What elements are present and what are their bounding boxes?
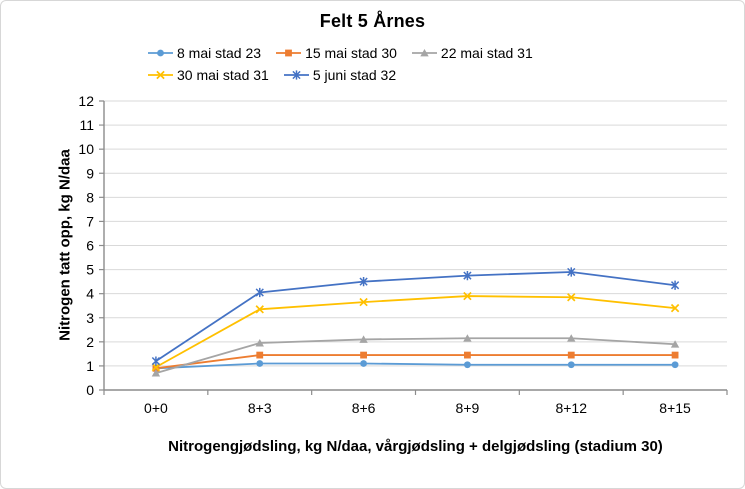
x-axis: 0+0 8+3 8+6 8+9 8+12 8+15: [103, 390, 728, 416]
y-tick-label: 9: [86, 165, 94, 181]
legend-label: 30 mai stad 31: [177, 67, 269, 83]
y-tick-label: 2: [86, 334, 94, 350]
circle-marker-icon: [148, 49, 173, 57]
legend-label: 5 juni stad 32: [312, 67, 397, 83]
x-tick-label: 0+0: [144, 400, 168, 416]
y-tick-label: 6: [86, 238, 94, 254]
legend-item-5-juni-stad-32: 5 juni stad 32: [283, 67, 396, 83]
series-22-mai-stad-31: [151, 334, 680, 377]
series-15-mai-stad-30: [152, 351, 679, 372]
y-tick-label: 8: [86, 189, 94, 205]
legend-label: 8 mai stad 23: [177, 45, 262, 61]
legend-item-30-mai-stad-31: 30 mai stad 31: [147, 67, 269, 83]
series-30-mai-stad-31: [151, 291, 680, 372]
series-8-mai-stad-23: [152, 360, 679, 372]
x-tick-label: 8+12: [555, 400, 587, 416]
y-tick-label: 0: [86, 382, 94, 398]
y-tick-label: 7: [86, 213, 94, 229]
y-tick-label: 11: [79, 117, 94, 133]
y-tick-label: 4: [86, 286, 94, 302]
gridlines: [104, 100, 727, 367]
y-tick-label: 1: [86, 358, 94, 374]
y-tick-label: 12: [78, 93, 94, 109]
y-tick-label: 3: [86, 310, 94, 326]
square-marker-icon: [276, 49, 302, 57]
x-axis-title: Nitrogengjødsling, kg N/daa, vårgjødslin…: [168, 438, 663, 455]
legend-label: 15 mai stad 30: [305, 45, 397, 61]
x-tick-label: 8+9: [456, 400, 480, 416]
legend-label: 22 mai stad 31: [440, 45, 533, 61]
x-tick-label: 8+15: [659, 400, 691, 416]
y-tick-label: 10: [78, 141, 94, 157]
triangle-marker-icon: [411, 49, 437, 57]
x-tick-label: 8+6: [352, 400, 376, 416]
series-5-juni-stad-32: [151, 267, 680, 366]
legend: 8 mai stad 23 15 mai stad 30 22 mai stad 3…: [147, 45, 639, 83]
y-tick-label: 5: [86, 262, 94, 278]
legend-item-15-mai-stad-30: 15 mai stad 30: [275, 45, 397, 61]
x-tick-label: 8+3: [248, 400, 272, 416]
legend-item-22-mai-stad-31: 22 mai stad 31: [411, 45, 533, 61]
legend-item-8-mai-stad-23: 8 mai stad 23: [147, 45, 261, 61]
y-axis-title: Nitrogen tatt opp, kg N/daa: [56, 149, 74, 341]
star-marker-icon: [283, 70, 309, 80]
x-marker-icon: [148, 70, 173, 80]
chart-title: Felt 5 Årnes: [319, 11, 426, 31]
